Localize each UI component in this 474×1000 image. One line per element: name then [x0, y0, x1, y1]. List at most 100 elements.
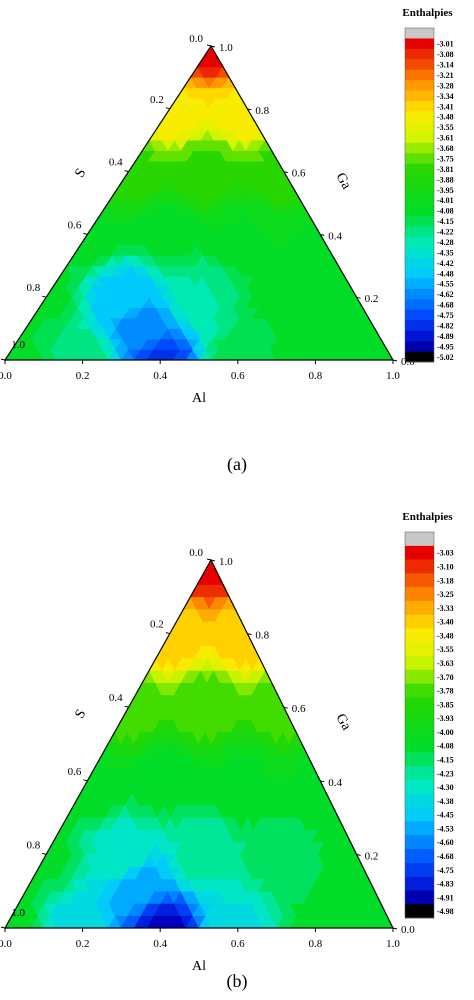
legend-level-label: -4.45 [437, 811, 454, 820]
tick-mark [356, 853, 361, 856]
legend-level-label: -4.08 [437, 742, 454, 751]
legend-level-label: -4.48 [437, 269, 454, 278]
tick-mark [283, 171, 288, 174]
legend-level-label: -3.08 [437, 50, 454, 59]
legend-level-label: -4.83 [437, 880, 454, 889]
legend-level-label: -4.35 [437, 248, 454, 257]
legend-level-label: -3.40 [437, 618, 454, 627]
legend-level-label: -3.48 [437, 631, 454, 640]
legend-swatch [405, 890, 434, 905]
legend-swatch [405, 309, 434, 321]
legend-swatch [405, 849, 434, 864]
legend-level-label: -3.03 [437, 549, 454, 558]
legend-swatch [405, 205, 434, 217]
legend-level-label: -4.23 [437, 769, 454, 778]
tick-mark [247, 108, 252, 111]
tick-mark [165, 107, 170, 110]
s-tick-label: 0.2 [150, 619, 164, 631]
axis-label-ga: Ga [332, 170, 354, 192]
legend-level-label: -3.25 [437, 590, 454, 599]
legend-swatch [405, 257, 434, 269]
legend-swatch [405, 48, 434, 60]
legend-frame [404, 531, 435, 918]
legend-level-label: -4.53 [437, 824, 454, 833]
ga-tick-label: 0.8 [255, 630, 269, 642]
tick-mark [124, 705, 129, 708]
legend-level-label: -4.15 [437, 755, 454, 764]
legend-swatch [405, 111, 434, 123]
legend-swatch [405, 299, 434, 311]
legend-swatch [405, 683, 434, 698]
legend-level-label: -4.42 [437, 259, 454, 268]
legend-level-label: -4.89 [437, 332, 454, 341]
legend-swatch [405, 642, 434, 657]
al-tick-label: 1.0 [386, 938, 400, 950]
legend-level-label: -4.30 [437, 783, 454, 792]
ternary-panel-a: 0.00.00.00.20.20.20.40.40.40.60.60.60.80… [0, 7, 454, 475]
legend-title: Enthalpies [402, 7, 453, 19]
ga-tick-label: 0.2 [365, 293, 379, 305]
legend-overflow-swatch [405, 532, 434, 546]
tick-mark [210, 559, 216, 562]
legend-swatch [405, 268, 434, 279]
legend-level-label: -3.68 [437, 144, 454, 153]
legend-swatch [405, 780, 434, 795]
colorbar-legend: Enthalpies -3.01-3.08 -3.14-3.21-3.28 -3.34… [402, 7, 454, 363]
legend-level-label: -3.63 [437, 659, 454, 668]
legend-swatch [405, 614, 434, 629]
legend-level-label: -4.75 [437, 311, 454, 320]
s-tick-label: 0.8 [26, 282, 40, 294]
al-tick-label: 0.8 [309, 370, 323, 382]
s-tick-label: 0.6 [68, 766, 82, 778]
legend-swatch [405, 587, 434, 602]
legend-swatch [405, 226, 434, 238]
ga-tick-label: 1.0 [219, 42, 233, 54]
tick-mark [206, 44, 212, 47]
legend-swatch [405, 904, 434, 919]
al-tick-label: 0.0 [0, 370, 12, 382]
legend-level-label: -3.01 [437, 40, 454, 49]
s-tick-label: 0.2 [150, 94, 164, 106]
tick-mark [42, 295, 47, 298]
tick-mark [124, 170, 129, 173]
legend-level-label: -3.70 [437, 673, 454, 682]
tick-mark [247, 633, 252, 636]
legend-level-label: -3.48 [437, 113, 454, 122]
legend-swatch [405, 132, 434, 144]
legend-level-label: -4.62 [437, 290, 454, 299]
legend-level-label: -3.28 [437, 81, 454, 90]
axis-label-s: S [73, 166, 90, 180]
legend-level-label: -3.18 [437, 576, 454, 585]
legend-level-label: -4.01 [437, 196, 454, 205]
legend-level-label: -4.75 [437, 866, 454, 875]
legend-swatch [405, 711, 434, 726]
ga-tick-label: 1.0 [219, 556, 233, 568]
legend-swatch [405, 121, 434, 133]
legend-swatch [405, 559, 434, 574]
al-tick-label: 0.4 [153, 370, 167, 382]
al-tick-label: 0.6 [231, 938, 245, 950]
ternary-panel-b: 0.0 0.0 0.0 0.2 0.2 0.2 0.4 0.4 0.4 0.6 0.6 0.6 0.8 0… [0, 511, 454, 992]
legend-level-label: -3.55 [437, 123, 454, 132]
legend-swatch [405, 320, 434, 331]
legend-swatch [405, 247, 434, 258]
tick-mark [83, 232, 88, 235]
legend-swatch [405, 142, 434, 154]
s-tick-label: 0.0 [189, 547, 203, 559]
axis-label-al: Al [192, 391, 206, 406]
ga-tick-label: 0.2 [365, 850, 379, 862]
legend-level-label: -4.22 [437, 228, 454, 237]
al-tick-label: 0.2 [76, 370, 90, 382]
s-tick-label: 1.0 [11, 907, 25, 919]
legend-swatch [405, 80, 434, 91]
s-tick-label: 1.0 [11, 339, 25, 351]
legend-swatch [405, 766, 434, 781]
legend-level-label: -3.34 [437, 92, 454, 101]
tick-mark [42, 852, 47, 855]
al-tick-label: 0.8 [309, 938, 323, 950]
legend-level-label: -4.98 [437, 907, 454, 916]
legend-swatch [405, 153, 434, 164]
colorbar-legend: Enthalpies -3.03 -3.10 -3.18 -3.25 -3.33 -3.40… [402, 511, 454, 919]
legend-level-label: -3.95 [437, 186, 454, 195]
